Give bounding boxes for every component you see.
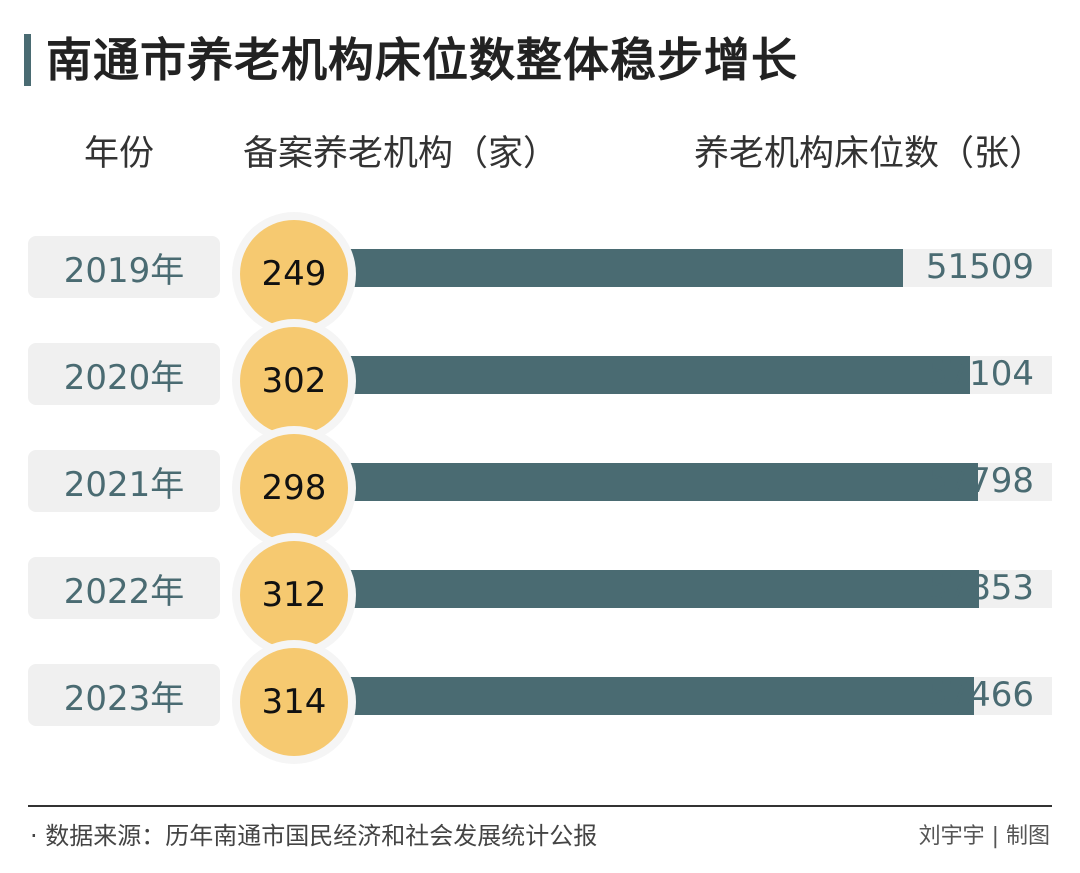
institution-count-circle: 302 bbox=[240, 327, 348, 435]
column-header-beds: 养老机构床位数（张） bbox=[693, 134, 1044, 174]
year-label: 2022年 bbox=[28, 557, 220, 619]
chart-row: 2022年 57853 312 bbox=[0, 533, 1080, 657]
bed-count-bar bbox=[290, 677, 974, 715]
bed-count-value: 57798 bbox=[925, 461, 1034, 501]
institution-count-circle: 249 bbox=[240, 220, 348, 328]
bed-count-bar bbox=[290, 570, 979, 608]
year-label: 2023年 bbox=[28, 664, 220, 726]
chart-row: 2021年 57798 298 bbox=[0, 426, 1080, 550]
chart-row: 2020年 57104 302 bbox=[0, 319, 1080, 443]
year-label: 2020年 bbox=[28, 343, 220, 405]
bed-count-value: 57466 bbox=[925, 675, 1034, 715]
bed-count-value: 57853 bbox=[925, 568, 1034, 608]
institution-count-circle: 312 bbox=[240, 541, 348, 649]
year-label: 2019年 bbox=[28, 236, 220, 298]
chart-credit: 刘宇宇 | 制图 bbox=[918, 824, 1050, 849]
bed-count-bar bbox=[290, 356, 970, 394]
chart-row: 2019年 51509 249 bbox=[0, 212, 1080, 336]
bed-count-bar bbox=[290, 463, 978, 501]
bed-count-value: 57104 bbox=[925, 354, 1034, 394]
bed-count-bar bbox=[290, 249, 903, 287]
chart-title: 南通市养老机构床位数整体稳步增长 bbox=[46, 33, 798, 87]
institution-count-circle: 298 bbox=[240, 434, 348, 542]
year-label: 2021年 bbox=[28, 450, 220, 512]
bed-count-value: 51509 bbox=[925, 247, 1034, 287]
title-accent-bar bbox=[24, 34, 31, 86]
institution-count-circle: 314 bbox=[240, 648, 348, 756]
chart-row: 2023年 57466 314 bbox=[0, 640, 1080, 764]
footer-divider bbox=[28, 805, 1052, 807]
data-source: · 数据来源：历年南通市国民经济和社会发展统计公报 bbox=[30, 822, 598, 850]
column-header-institutions: 备案养老机构（家） bbox=[243, 134, 559, 174]
column-header-year: 年份 bbox=[84, 134, 155, 174]
